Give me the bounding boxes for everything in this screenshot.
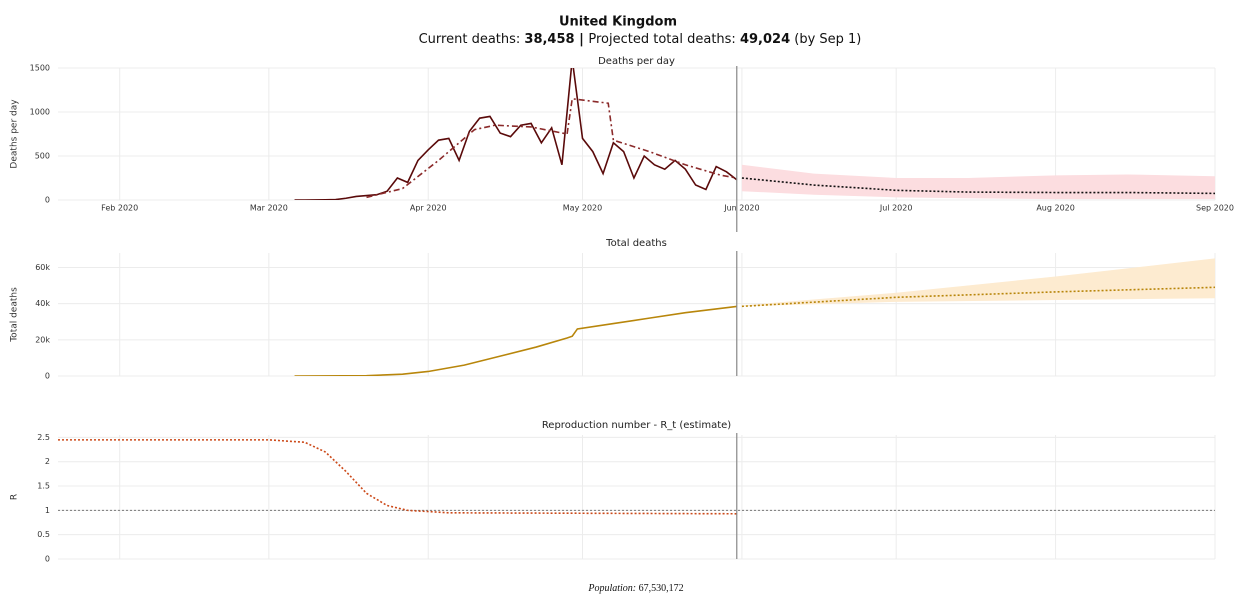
x-tick-label: Jun 2020 [723, 204, 759, 213]
page-title: United Kingdom [559, 15, 677, 30]
subtitle-separator: | [575, 32, 589, 47]
chart-title: Reproduction number - R_t (estimate) [542, 420, 731, 431]
page-subtitle: Current deaths: 38,458 | Projected total… [419, 32, 862, 47]
y-tick-label: 2.5 [37, 433, 50, 442]
x-tick-label: Mar 2020 [250, 204, 288, 213]
plot-area [294, 258, 1215, 376]
chart-title: Total deaths [605, 238, 667, 249]
plot-area [58, 439, 1215, 515]
y-tick-label: 0 [45, 555, 50, 564]
series-line [294, 305, 737, 376]
x-tick-label: May 2020 [563, 204, 602, 213]
subtitle-number: 49,024 [740, 32, 790, 47]
y-tick-label: 0 [45, 372, 50, 381]
series-line [294, 68, 738, 200]
series-line [741, 286, 1215, 308]
footer: Population: 67,530,172 [587, 583, 683, 594]
y-tick-label: 1 [45, 506, 50, 515]
y-tick-label: 20k [35, 335, 50, 344]
subtitle-text: (by Sep 1) [790, 32, 861, 47]
series-line [366, 97, 737, 199]
y-tick-label: 1500 [30, 64, 50, 73]
footer-value: 67,530,172 [639, 583, 684, 594]
x-tick-label: Aug 2020 [1036, 204, 1075, 213]
y-axis-label: Deaths per day [10, 99, 20, 169]
x-tick-label: Apr 2020 [410, 204, 447, 213]
x-tick-label: Sep 2020 [1196, 204, 1234, 213]
y-tick-label: 1.5 [37, 482, 50, 491]
subtitle-text: Projected total deaths: [588, 32, 740, 47]
y-axis-label: Total deaths [10, 287, 20, 343]
y-tick-label: 2 [45, 457, 50, 466]
y-tick-label: 60k [35, 263, 50, 272]
plot-area [294, 68, 1215, 200]
series-line [58, 439, 737, 515]
x-tick-label: Feb 2020 [101, 204, 138, 213]
y-tick-label: 500 [35, 152, 50, 161]
series-line [741, 177, 1215, 195]
confidence-band [741, 164, 1215, 200]
y-axis-label: R [10, 494, 20, 500]
subtitle-number: 38,458 [524, 32, 574, 47]
subtitle-text: Current deaths: [419, 32, 525, 47]
x-tick-label: Jul 2020 [879, 204, 913, 213]
chart-title: Deaths per day [598, 56, 675, 67]
y-tick-label: 1000 [30, 108, 50, 117]
confidence-band [741, 258, 1215, 307]
y-tick-label: 0 [45, 196, 50, 205]
y-tick-label: 40k [35, 299, 50, 308]
y-tick-label: 0.5 [37, 530, 50, 539]
footer-label: Population: [587, 583, 636, 594]
